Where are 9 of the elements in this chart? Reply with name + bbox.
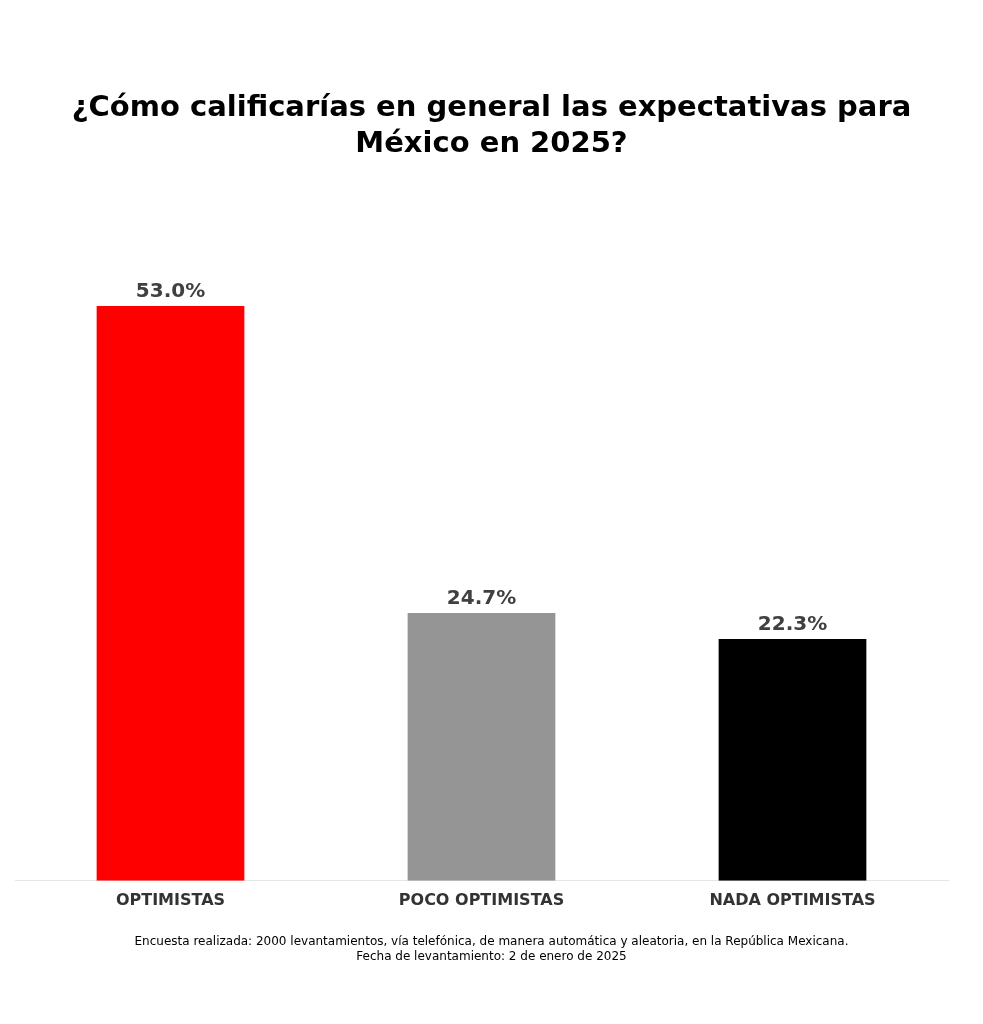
x-tick-label: OPTIMISTAS — [115, 889, 226, 909]
x-tick-label: POCO OPTIMISTAS — [398, 889, 565, 909]
chart-title: ¿Cómo calificarías en general las expectativas para México en 2025? — [70, 88, 913, 160]
x-tick-label: NADA OPTIMISTAS — [709, 889, 876, 909]
text: Encuesta realizada: 2000 levantamientos, vía telefónica, de manera automática y aleatoria, en la República Mexicana. — [133, 934, 850, 949]
data-label: 22.3% — [757, 611, 828, 636]
data-label: 53.0% — [135, 278, 206, 303]
data-label: 24.7% — [446, 585, 517, 610]
text: Fecha de levantamiento: 2 de enero de 2025 — [355, 949, 628, 964]
